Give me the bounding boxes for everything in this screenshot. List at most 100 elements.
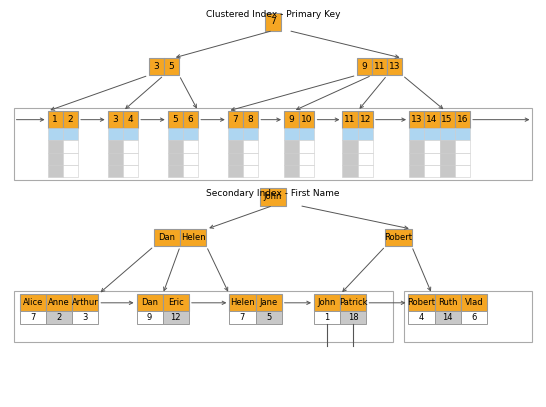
Text: 6: 6 [471, 313, 477, 322]
Bar [164, 58, 179, 75]
Bar [183, 153, 198, 165]
Text: 12: 12 [170, 313, 181, 322]
Bar [455, 128, 470, 140]
Text: 15: 15 [441, 115, 453, 124]
Bar [108, 153, 123, 165]
Text: Robert: Robert [407, 298, 436, 307]
Text: Secondary Index - First Name: Secondary Index - First Name [206, 189, 340, 198]
Text: 9: 9 [147, 313, 152, 322]
Bar [440, 165, 455, 177]
Text: Alice: Alice [22, 298, 43, 307]
Text: 11: 11 [373, 62, 385, 71]
Bar [46, 311, 72, 324]
Text: 5: 5 [173, 115, 178, 124]
Text: Patrick: Patrick [339, 298, 367, 307]
Text: 1: 1 [52, 115, 58, 124]
Bar [108, 111, 123, 128]
Bar [228, 111, 243, 128]
Bar [256, 311, 282, 324]
Bar [243, 111, 258, 128]
Bar [440, 128, 455, 140]
Text: 2: 2 [56, 313, 62, 322]
Bar [299, 140, 314, 153]
Bar [408, 311, 435, 324]
Bar [123, 165, 138, 177]
Text: 7: 7 [30, 313, 35, 322]
Bar [409, 140, 424, 153]
Text: 5: 5 [169, 62, 174, 71]
Text: 16: 16 [456, 115, 468, 124]
Bar [340, 311, 366, 324]
Text: Ruth: Ruth [438, 298, 458, 307]
Bar [108, 128, 123, 140]
Bar [404, 291, 532, 342]
Bar [63, 153, 78, 165]
Bar [260, 188, 286, 206]
Bar [284, 111, 299, 128]
Bar [299, 128, 314, 140]
Text: 13: 13 [411, 115, 423, 124]
Bar [154, 229, 180, 246]
Bar [455, 140, 470, 153]
Bar [183, 111, 198, 128]
Bar [20, 294, 46, 311]
Bar [63, 111, 78, 128]
Bar [424, 140, 440, 153]
Bar [409, 153, 424, 165]
Text: 10: 10 [301, 115, 313, 124]
Bar [183, 140, 198, 153]
Bar [265, 13, 281, 31]
Bar [372, 58, 387, 75]
Text: 4: 4 [128, 115, 133, 124]
Bar [108, 165, 123, 177]
Bar [136, 311, 163, 324]
Text: 7: 7 [270, 18, 276, 26]
Text: 3: 3 [82, 313, 88, 322]
Text: John: John [318, 298, 336, 307]
Bar [358, 128, 373, 140]
Bar [63, 140, 78, 153]
Bar [299, 153, 314, 165]
Bar [168, 140, 183, 153]
Bar [48, 140, 63, 153]
Bar [284, 153, 299, 165]
Text: 12: 12 [360, 115, 371, 124]
Bar [163, 311, 189, 324]
Text: Robert: Robert [384, 233, 413, 242]
Bar [424, 165, 440, 177]
Bar [20, 311, 46, 324]
Bar [123, 140, 138, 153]
Bar [243, 153, 258, 165]
Bar [342, 140, 358, 153]
Bar [14, 108, 532, 180]
Bar [228, 128, 243, 140]
Text: Anne: Anne [48, 298, 70, 307]
Bar [408, 294, 435, 311]
Bar [358, 111, 373, 128]
Text: 9: 9 [289, 115, 294, 124]
Bar [243, 140, 258, 153]
Bar [358, 165, 373, 177]
Bar [108, 140, 123, 153]
Text: John: John [264, 193, 282, 201]
Bar [48, 111, 63, 128]
Text: Vlad: Vlad [465, 298, 483, 307]
Bar [340, 294, 366, 311]
Bar [387, 58, 402, 75]
Bar [461, 311, 487, 324]
Text: Helen: Helen [230, 298, 255, 307]
Bar [424, 111, 440, 128]
Bar [14, 291, 393, 342]
Text: 6: 6 [188, 115, 193, 124]
Bar [180, 229, 206, 246]
Text: 14: 14 [426, 115, 437, 124]
Text: 13: 13 [389, 62, 401, 71]
Bar [455, 165, 470, 177]
Bar [357, 58, 372, 75]
Bar [358, 153, 373, 165]
Bar [440, 140, 455, 153]
Bar [123, 153, 138, 165]
Text: 3: 3 [153, 62, 159, 71]
Bar [243, 128, 258, 140]
Bar [409, 165, 424, 177]
